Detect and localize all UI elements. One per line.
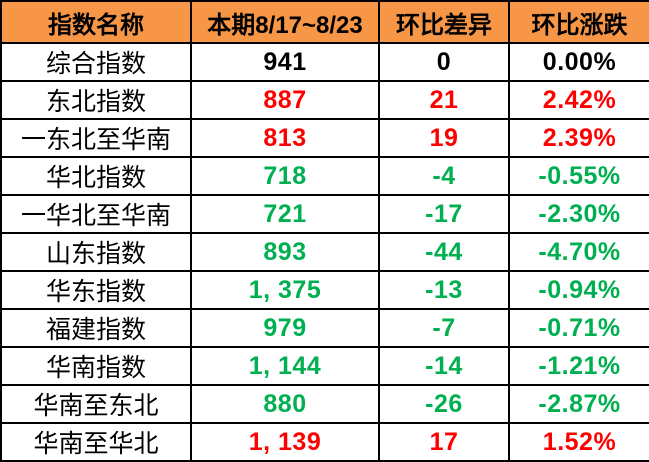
header-cell-index-name: 指数名称: [0, 0, 192, 44]
table-row: 东北指数 887 21 2.42%: [0, 80, 649, 120]
diff-value-cell: -4: [378, 156, 510, 196]
current-value-cell: 887: [190, 80, 380, 120]
header-cell-pct-change: 环比涨跌: [508, 0, 649, 44]
diff-value-cell: 19: [378, 118, 510, 158]
pct-change-cell: -2.87%: [508, 384, 649, 424]
current-value-cell: 941: [190, 42, 380, 82]
table-row: 华南至华北 1, 139 17 1.52%: [0, 422, 649, 462]
diff-value-cell: -7: [378, 308, 510, 348]
index-name-cell: 华北指数: [0, 156, 192, 196]
header-cell-current-period: 本期8/17~8/23: [190, 0, 380, 44]
table-row: 一华北至华南 721 -17 -2.30%: [0, 194, 649, 234]
current-value-cell: 893: [190, 232, 380, 272]
pct-change-cell: 0.00%: [508, 42, 649, 82]
diff-value-cell: -14: [378, 346, 510, 386]
table-body: 综合指数 941 0 0.00% 东北指数 887 21 2.42% 一东北至华南 813 19 2.…: [0, 42, 649, 462]
diff-value-cell: 0: [378, 42, 510, 82]
diff-value-cell: 21: [378, 80, 510, 120]
diff-value-cell: -17: [378, 194, 510, 234]
pct-change-cell: -1.21%: [508, 346, 649, 386]
table-row: 综合指数 941 0 0.00%: [0, 42, 649, 82]
diff-value-cell: -26: [378, 384, 510, 424]
current-value-cell: 721: [190, 194, 380, 234]
header-cell-diff: 环比差异: [378, 0, 510, 44]
index-name-cell: 福建指数: [0, 308, 192, 348]
current-value-cell: 1, 139: [190, 422, 380, 462]
table-row: 山东指数 893 -44 -4.70%: [0, 232, 649, 272]
pct-change-cell: -2.30%: [508, 194, 649, 234]
current-value-cell: 718: [190, 156, 380, 196]
table-row: 华东指数 1, 375 -13 -0.94%: [0, 270, 649, 310]
index-name-cell: 综合指数: [0, 42, 192, 82]
table-row: 华北指数 718 -4 -0.55%: [0, 156, 649, 196]
current-value-cell: 1, 144: [190, 346, 380, 386]
table-row: 华南指数 1, 144 -14 -1.21%: [0, 346, 649, 386]
index-name-cell: 山东指数: [0, 232, 192, 272]
current-value-cell: 1, 375: [190, 270, 380, 310]
diff-value-cell: -44: [378, 232, 510, 272]
index-name-cell: 东北指数: [0, 80, 192, 120]
pct-change-cell: -0.94%: [508, 270, 649, 310]
pct-change-cell: 2.42%: [508, 80, 649, 120]
pct-change-cell: 2.39%: [508, 118, 649, 158]
current-value-cell: 880: [190, 384, 380, 424]
diff-value-cell: 17: [378, 422, 510, 462]
table-row: 华南至东北 880 -26 -2.87%: [0, 384, 649, 424]
index-name-cell: 华南至东北: [0, 384, 192, 424]
pct-change-cell: -0.55%: [508, 156, 649, 196]
current-value-cell: 813: [190, 118, 380, 158]
index-name-cell: 华东指数: [0, 270, 192, 310]
diff-value-cell: -13: [378, 270, 510, 310]
index-name-cell: 一华北至华南: [0, 194, 192, 234]
current-value-cell: 979: [190, 308, 380, 348]
index-name-cell: 一东北至华南: [0, 118, 192, 158]
pct-change-cell: -4.70%: [508, 232, 649, 272]
pct-change-cell: 1.52%: [508, 422, 649, 462]
table-row: 福建指数 979 -7 -0.71%: [0, 308, 649, 348]
index-name-cell: 华南指数: [0, 346, 192, 386]
header-row: 指数名称 本期8/17~8/23 环比差异 环比涨跌: [0, 0, 649, 44]
index-name-cell: 华南至华北: [0, 422, 192, 462]
pct-change-cell: -0.71%: [508, 308, 649, 348]
table-row: 一东北至华南 813 19 2.39%: [0, 118, 649, 158]
